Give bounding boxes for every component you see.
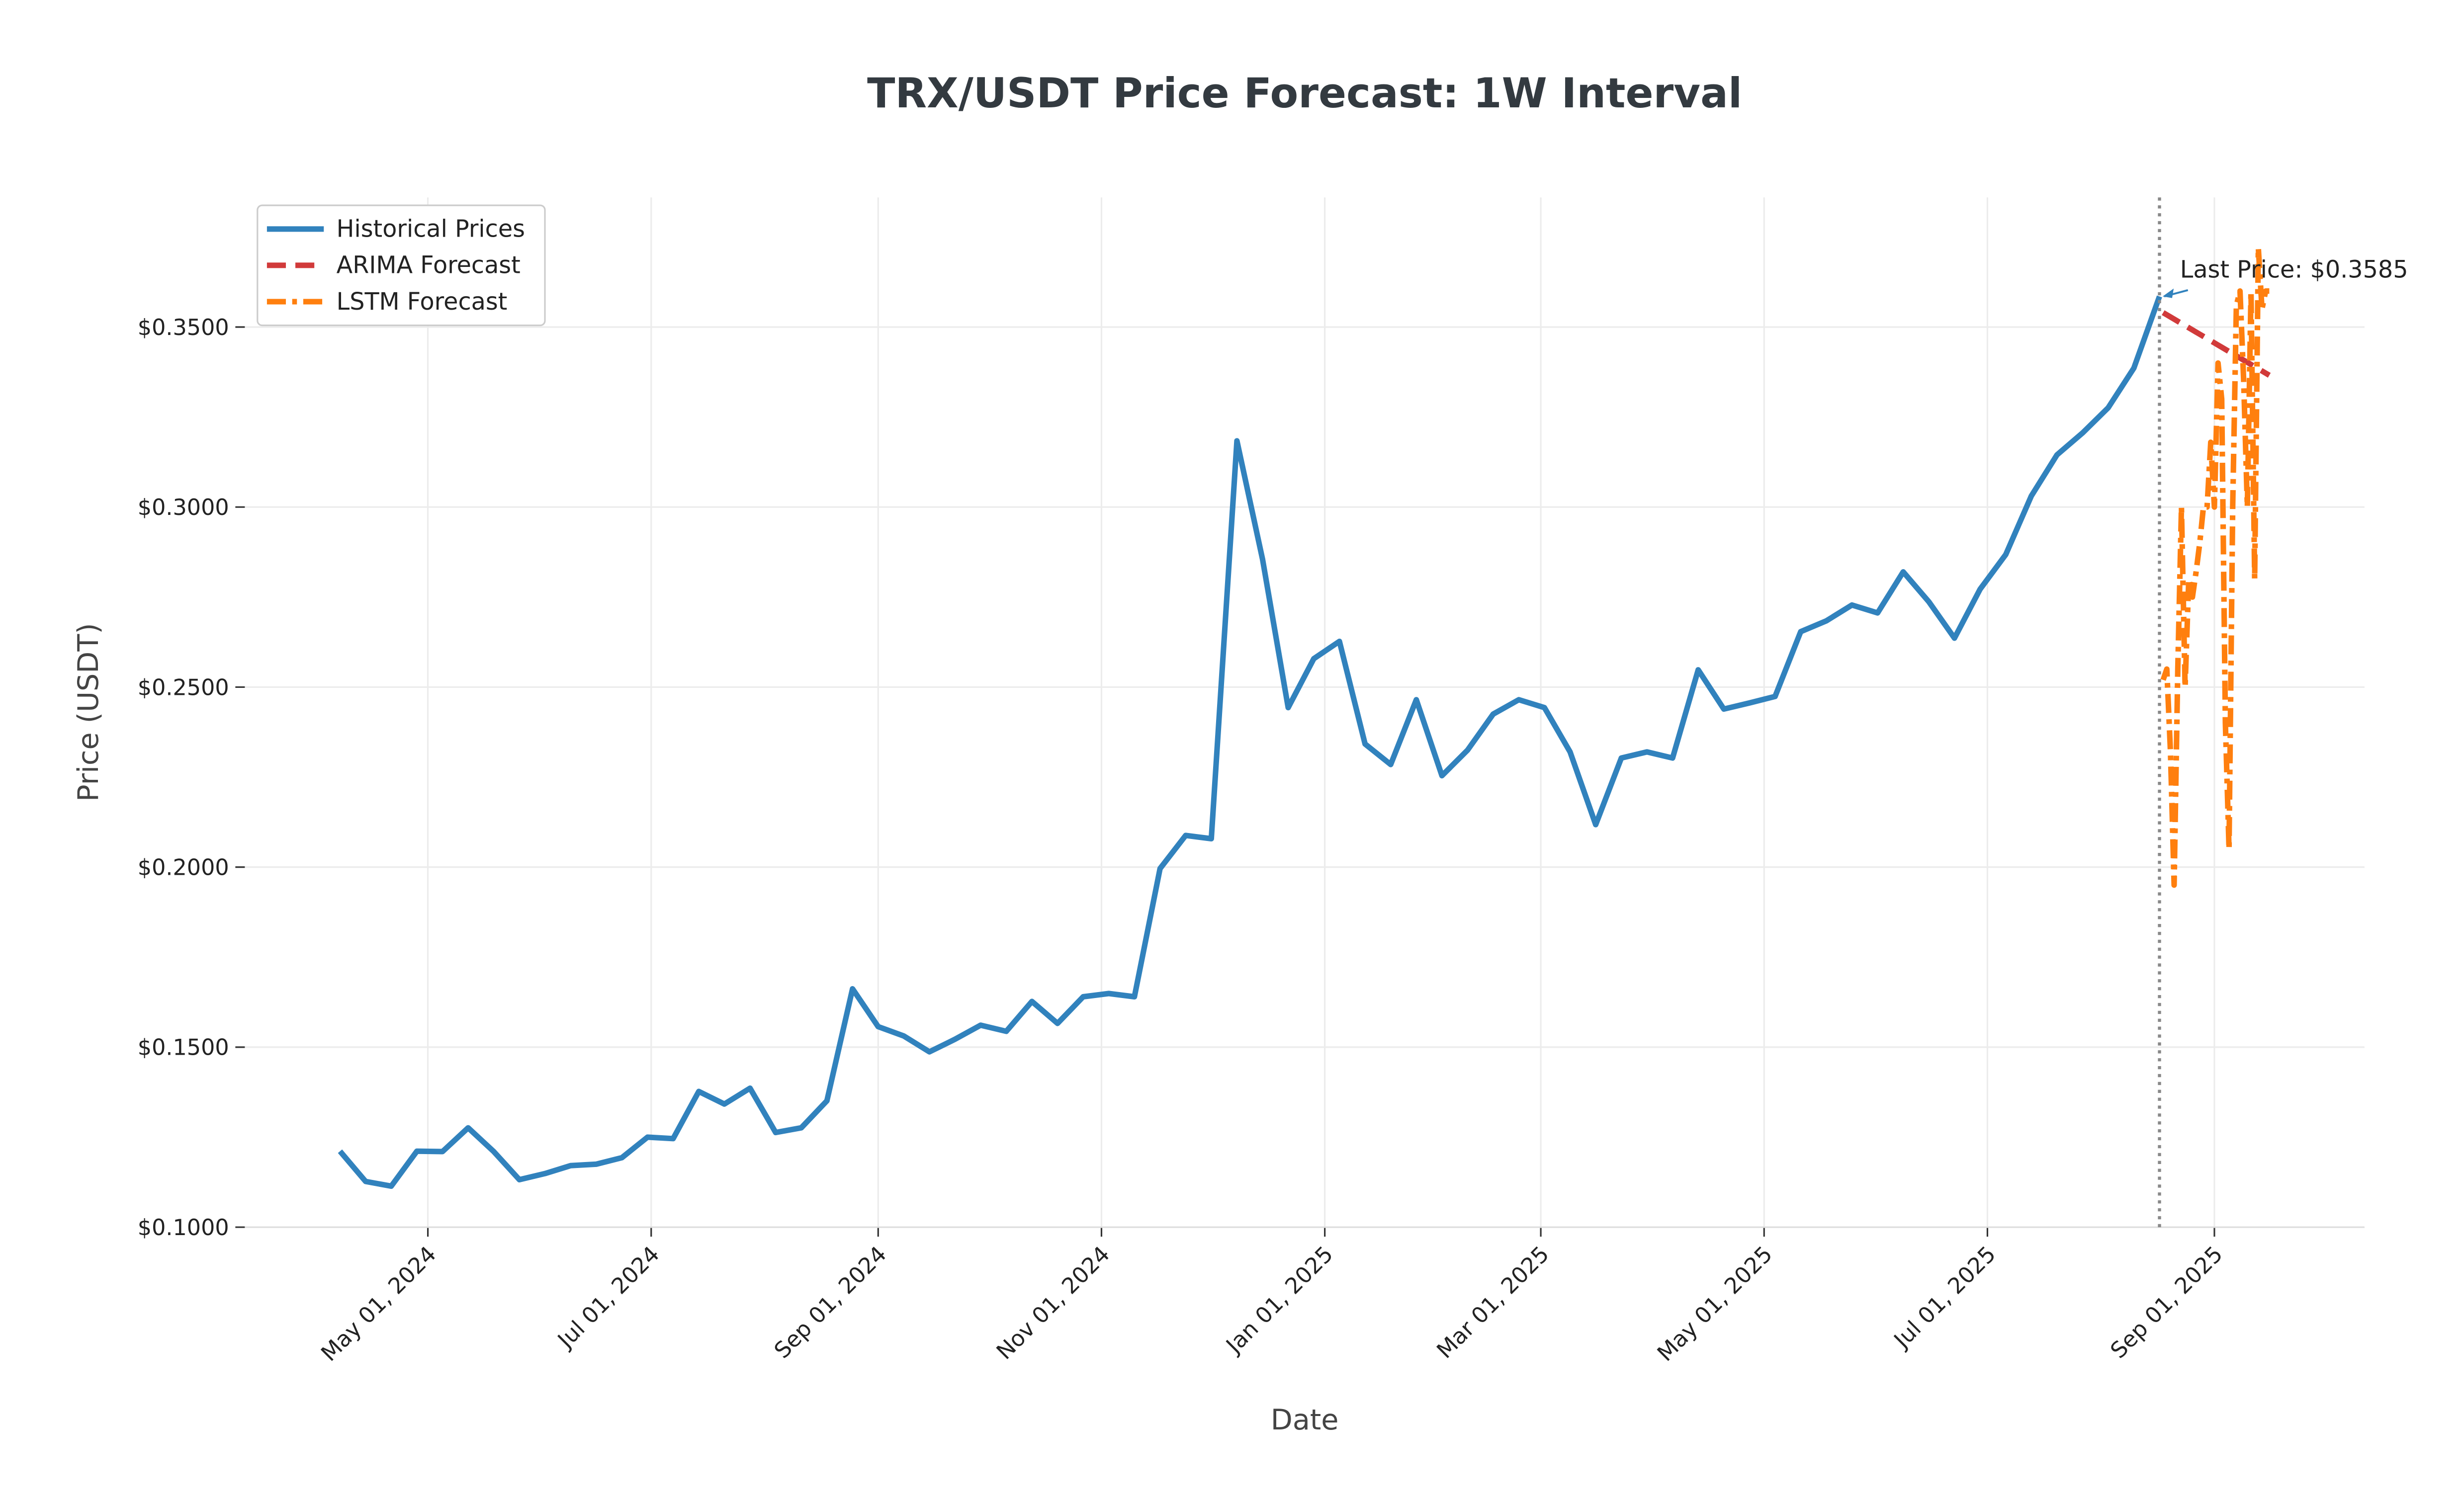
legend: Historical Prices ARIMA Forecast LSTM Fore… [257,204,546,327]
x-tick-label: Sep 01, 2025 [2106,1242,2227,1363]
x-tick-label: Jul 01, 2024 [552,1242,664,1354]
y-tick-label: $0.2500 [138,675,229,700]
y-axis-label: Price (USDT) [72,623,105,801]
x-tick-label: May 01, 2025 [1653,1242,1777,1366]
y-tick-label: $0.1000 [138,1215,229,1241]
annotation-arrowhead [2162,288,2174,298]
legend-label: LSTM Forecast [337,288,508,316]
series-line [2160,245,2270,888]
y-tick-label: $0.1500 [138,1035,229,1061]
series-line [338,295,2162,1189]
y-tick-label: $0.3500 [138,315,229,340]
chart-title: TRX/USDT Price Forecast: 1W Interval [867,70,1742,117]
x-tick-label: Jul 01, 2025 [1888,1242,2001,1354]
annotation: Last Price: $0.3585 [2180,256,2408,283]
series-line [2162,310,2271,378]
y-tick-label: $0.3000 [138,495,229,520]
legend-label: Historical Prices [337,216,525,243]
x-tick-label: Jan 01, 2025 [1221,1242,1338,1359]
x-axis-label: Date [1271,1404,1339,1436]
x-tick-label: Mar 01, 2025 [1432,1242,1554,1363]
legend-box [257,204,546,327]
x-tick-label: Nov 01, 2024 [992,1242,1115,1364]
legend-label: ARIMA Forecast [337,252,521,279]
y-tick-label: $0.2000 [138,855,229,881]
x-tick-label: Sep 01, 2024 [770,1242,891,1363]
x-tick-label: May 01, 2024 [316,1242,441,1366]
